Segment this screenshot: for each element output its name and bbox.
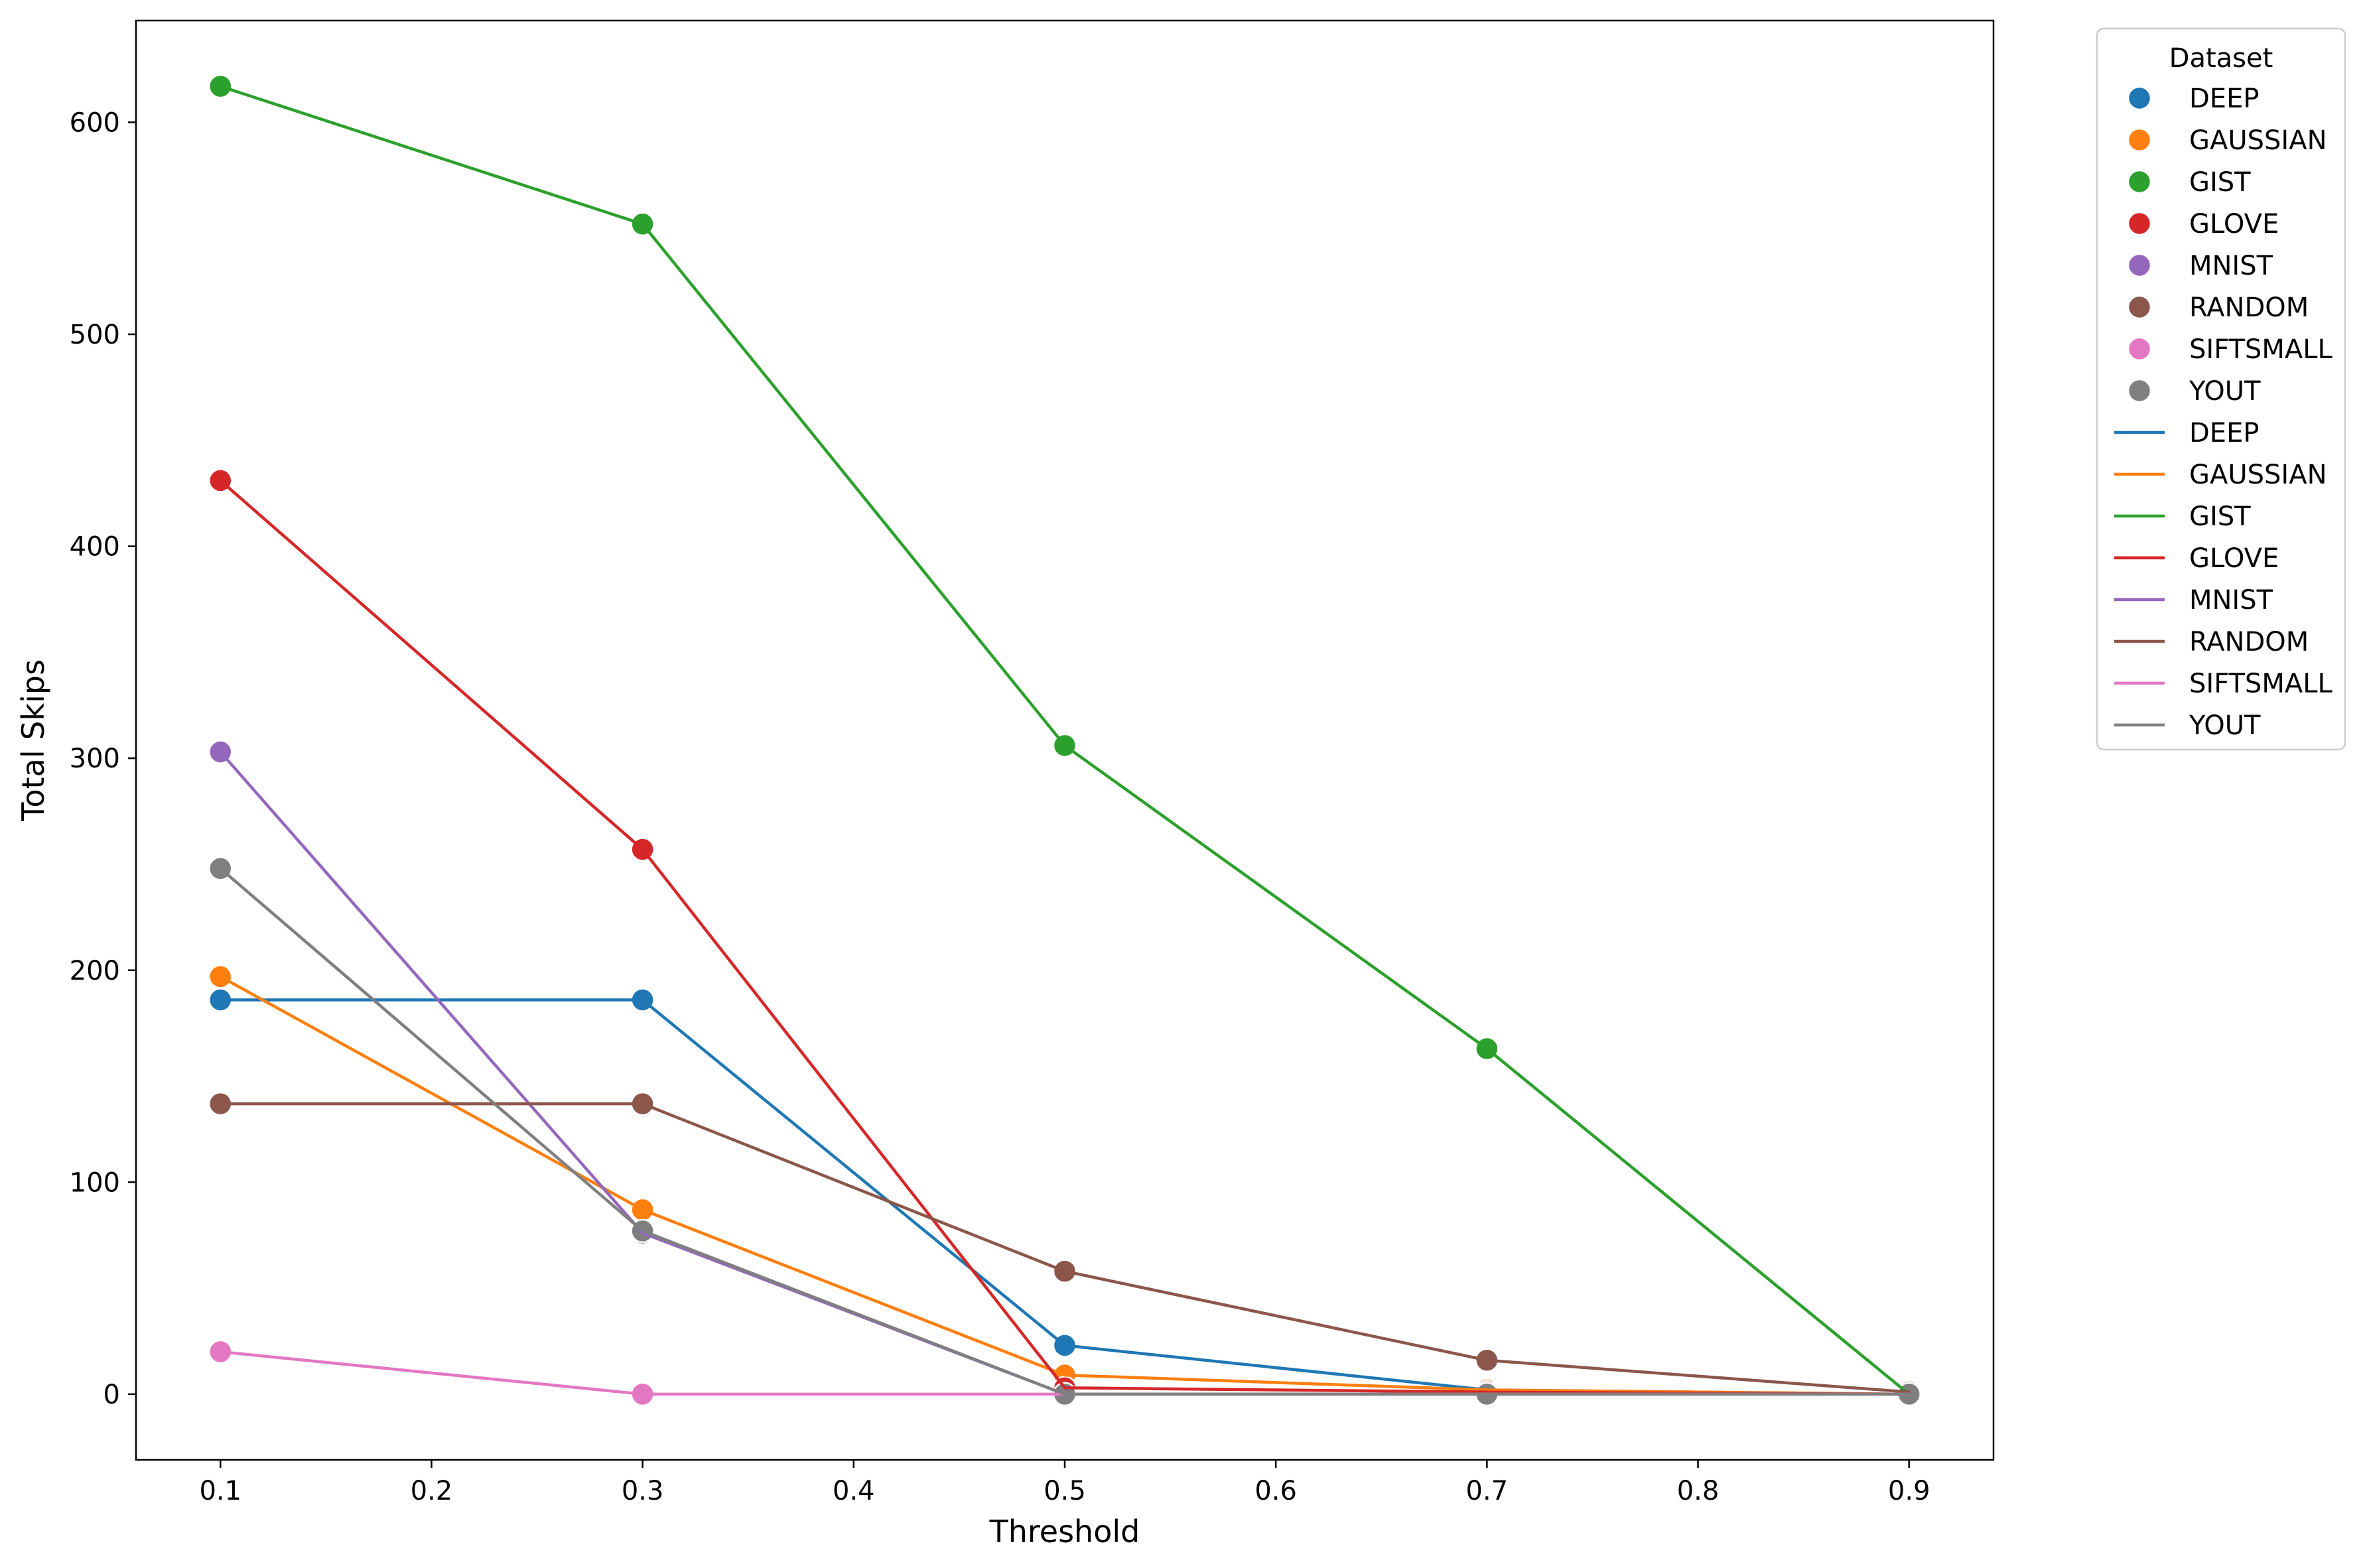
legend-label-deep: DEEP: [2189, 84, 2259, 114]
y-tick-label: 400: [70, 532, 120, 562]
legend-label-random: RANDOM: [2189, 293, 2309, 323]
legend-label-gaussian: GAUSSIAN: [2189, 125, 2327, 156]
y-tick-label: 300: [70, 744, 120, 774]
series-line-random: [219, 1102, 1911, 1394]
legend-line-label-glove: GLOVE: [2189, 543, 2279, 574]
x-tick-label: 0.8: [1677, 1476, 1720, 1506]
legend-label-yout: YOUT: [2189, 376, 2261, 407]
legend-label-siftsmall: SIFTSMALL: [2189, 334, 2332, 365]
x-tick-label: 0.1: [199, 1476, 241, 1506]
legend: Dataset DEEP GAUSSIAN GIST GLOVE MNIST RANDOM…: [2096, 27, 2346, 751]
x-tick-label: 0.9: [1888, 1476, 1930, 1506]
y-axis-title: Total Skips: [15, 659, 51, 822]
legend-marker-gist: [2127, 169, 2152, 194]
x-tick-label: 0.2: [411, 1476, 453, 1506]
legend-title: Dataset: [2169, 43, 2273, 74]
legend-label-gist: GIST: [2189, 167, 2251, 198]
legend-line-label-gist: GIST: [2189, 501, 2251, 532]
legend-marker-siftsmall: [2127, 336, 2152, 361]
y-tick-label: 600: [70, 107, 120, 138]
x-tick-label: 0.3: [622, 1476, 664, 1506]
y-tick-label: 0: [103, 1380, 120, 1410]
x-tick-label: 0.6: [1254, 1476, 1297, 1506]
x-tick-label: 0.7: [1466, 1476, 1509, 1506]
y-tick-label: 500: [70, 320, 120, 350]
legend-label-glove: GLOVE: [2189, 209, 2279, 239]
series-line-gist: [218, 84, 1911, 1397]
legend-marker-mnist: [2127, 253, 2152, 278]
y-tick-label: 100: [70, 1167, 120, 1198]
x-tick-label: 0.5: [1044, 1476, 1086, 1506]
legend-line-label-mnist: MNIST: [2189, 585, 2273, 616]
y-axis: 0 100 200 300 400 500 600: [70, 107, 136, 1410]
legend-marker-glove: [2127, 211, 2152, 236]
x-axis-title: Threshold: [989, 1514, 1140, 1549]
legend-items: DEEP GAUSSIAN GIST GLOVE MNIST RANDOM SIFTSMAL…: [2114, 84, 2332, 741]
legend-frame: [2096, 27, 2346, 751]
legend-marker-random: [2127, 294, 2152, 320]
plot-area: [208, 74, 1921, 1407]
legend-marker-deep: [2127, 86, 2152, 111]
legend-label-mnist: MNIST: [2189, 251, 2273, 281]
legend-line-label-deep: DEEP: [2189, 418, 2259, 448]
line-layer: [218, 84, 1911, 1397]
y-tick-label: 200: [70, 956, 120, 986]
x-axis: 0.1 0.2 0.3 0.4 0.5 0.6 0.7 0.8 0.9: [199, 1460, 1930, 1506]
legend-marker-yout: [2127, 378, 2152, 403]
legend-marker-gaussian: [2127, 127, 2152, 153]
legend-line-label-random: RANDOM: [2189, 627, 2309, 657]
legend-line-label-yout: YOUT: [2189, 710, 2261, 741]
legend-line-label-siftsmall: SIFTSMALL: [2189, 669, 2332, 699]
legend-line-label-gaussian: GAUSSIAN: [2189, 460, 2327, 490]
x-tick-label: 0.4: [833, 1476, 875, 1506]
series-line-yout: [218, 866, 1911, 1396]
